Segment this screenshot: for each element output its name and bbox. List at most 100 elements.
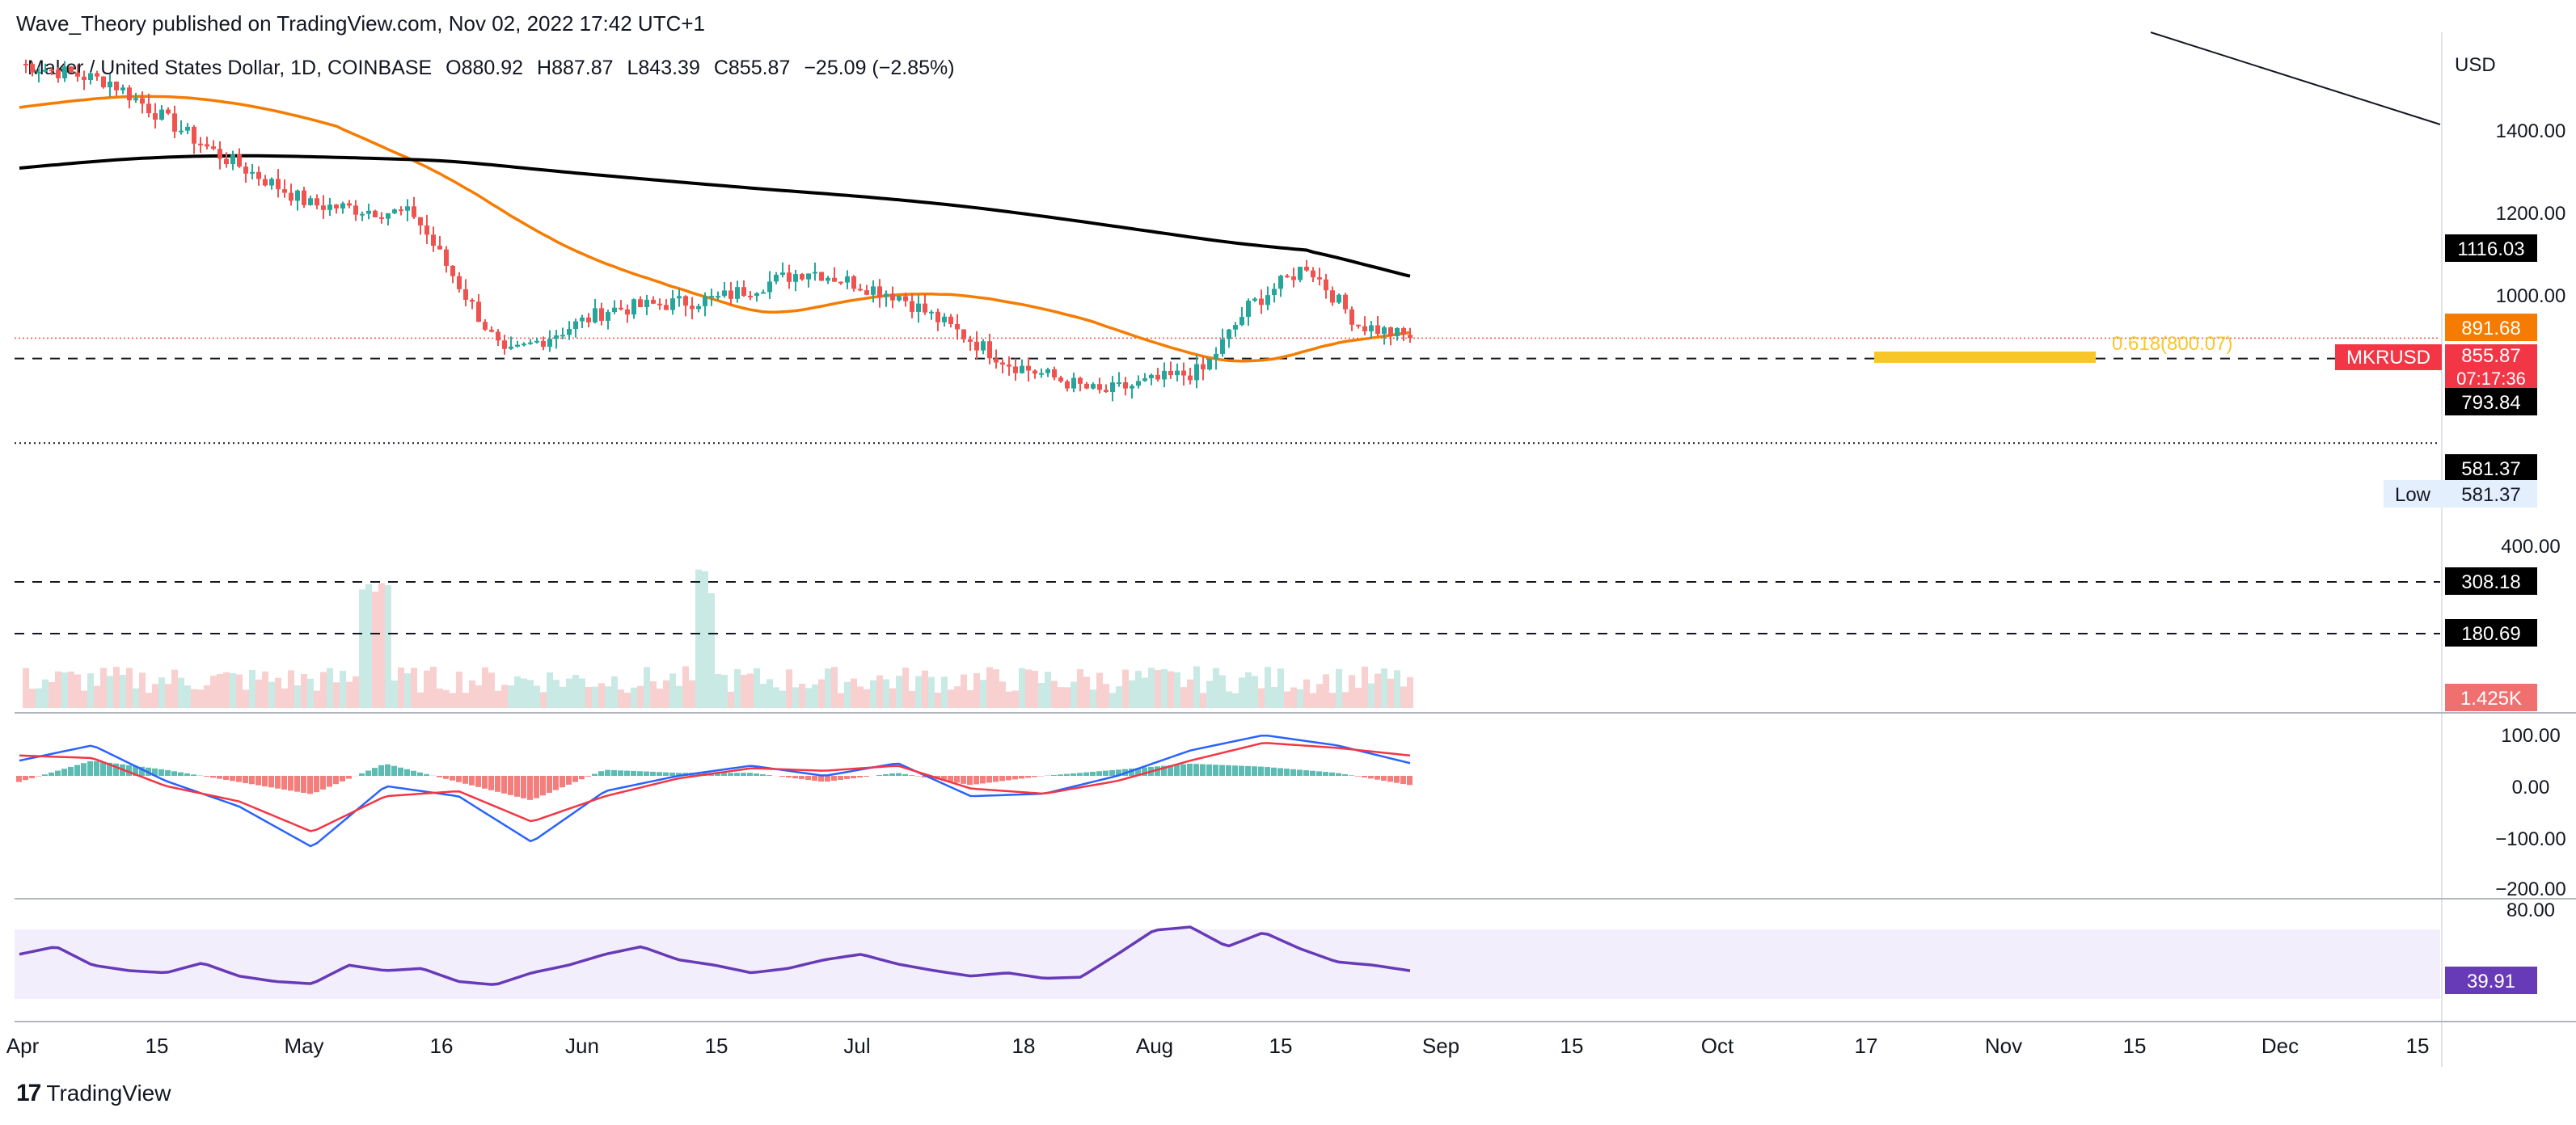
volume-bar <box>935 693 941 708</box>
price-tick-label: 1400.00 <box>2496 120 2566 142</box>
candle <box>890 286 895 309</box>
candle <box>1052 366 1057 381</box>
volume-bar <box>786 669 792 708</box>
time-tick-label: 15 <box>1560 1034 1584 1058</box>
macd-histogram-bar <box>488 776 494 790</box>
macd-histogram-bar <box>49 772 54 776</box>
volume-bar <box>1193 666 1200 708</box>
macd-histogram-bar <box>1342 773 1348 776</box>
macd-histogram-bar <box>42 774 48 776</box>
volume-bar <box>766 679 773 708</box>
candle <box>399 206 403 216</box>
macd-histogram-bar <box>792 776 798 779</box>
candle <box>198 137 203 154</box>
volume-bar <box>36 688 42 708</box>
volume-bar <box>255 679 262 708</box>
macd-histogram-bar <box>779 776 785 777</box>
time-tick-label: 15 <box>2406 1034 2430 1058</box>
candle <box>1188 368 1193 385</box>
macd-histogram-bar <box>747 773 753 776</box>
macd-histogram-bar <box>495 776 500 792</box>
volume-bar <box>838 693 844 708</box>
volume-bar <box>243 689 249 708</box>
macd-pane <box>16 734 1413 848</box>
time-tick-label: May <box>284 1034 323 1058</box>
candle <box>250 163 255 179</box>
candle <box>722 282 727 298</box>
volume-bar <box>365 584 372 708</box>
volume-histogram <box>23 569 1413 708</box>
volume-bar <box>249 669 255 708</box>
volume-bar <box>346 681 353 708</box>
macd-histogram-bar <box>475 776 481 787</box>
volume-bar <box>1090 689 1096 708</box>
macd-histogram-bar <box>734 773 740 776</box>
volume-bar <box>158 677 165 708</box>
macd-histogram-bar <box>1284 769 1290 776</box>
volume-bar <box>1284 691 1290 708</box>
time-tick-label: Nov <box>1985 1034 2022 1058</box>
candle <box>696 303 701 313</box>
macd-histogram-bar <box>883 774 889 776</box>
volume-bar <box>68 671 74 708</box>
macd-histogram-bar <box>1368 776 1374 779</box>
candle <box>567 321 572 340</box>
time-tick-label: Jun <box>565 1034 599 1058</box>
candle <box>1162 362 1167 388</box>
macd-tick-label: −100.00 <box>2495 828 2565 850</box>
macd-histogram-bar <box>417 772 423 776</box>
macd-histogram-bar <box>527 776 533 800</box>
volume-bar <box>611 676 618 708</box>
volume-bar <box>999 681 1006 708</box>
macd-histogram-bar <box>171 771 177 776</box>
macd-histogram-bar <box>560 776 565 788</box>
time-tick-label: Dec <box>2261 1034 2299 1058</box>
macd-histogram-bar <box>268 776 274 788</box>
macd-histogram-bar <box>191 774 196 776</box>
macd-histogram-bar <box>799 776 804 780</box>
volume-bar <box>120 674 126 708</box>
volume-bar <box>883 679 889 708</box>
candle <box>172 105 177 138</box>
candle <box>140 91 145 114</box>
macd-histogram-bar <box>637 771 643 776</box>
candle <box>1408 327 1413 343</box>
volume-bar <box>482 667 488 708</box>
volume-bar <box>1006 691 1012 708</box>
candle <box>670 289 675 315</box>
macd-histogram-bar <box>838 776 843 781</box>
volume-bar <box>1116 686 1122 708</box>
volume-bar <box>1077 669 1083 708</box>
candle <box>664 299 669 310</box>
volume-bar <box>857 686 864 708</box>
candle <box>554 330 559 349</box>
candle <box>101 76 106 89</box>
volume-bar <box>61 672 68 708</box>
candle <box>845 270 850 289</box>
macd-histogram-bar <box>954 776 960 783</box>
time-tick-label: Oct <box>1701 1034 1734 1058</box>
candles <box>23 59 1413 402</box>
candle <box>761 289 766 294</box>
candle <box>819 272 824 281</box>
macd-histogram-bar <box>973 776 979 785</box>
macd-histogram-bar <box>55 770 61 776</box>
candle <box>1214 347 1218 370</box>
macd-histogram-bar <box>831 776 837 782</box>
candle <box>677 289 682 307</box>
volume-bar <box>721 675 728 708</box>
candle <box>1110 376 1115 402</box>
volume-bar <box>1129 680 1135 708</box>
volume-bar <box>915 676 922 708</box>
volume-bar <box>902 668 909 708</box>
volume-bar <box>501 685 508 708</box>
candle <box>897 296 902 302</box>
volume-bar <box>702 571 708 708</box>
candle <box>528 339 533 345</box>
macd-histogram-bar <box>818 776 824 782</box>
candle <box>263 175 268 187</box>
macd-histogram-bar <box>1407 776 1413 786</box>
candle <box>1084 381 1089 390</box>
candle <box>1272 283 1277 303</box>
